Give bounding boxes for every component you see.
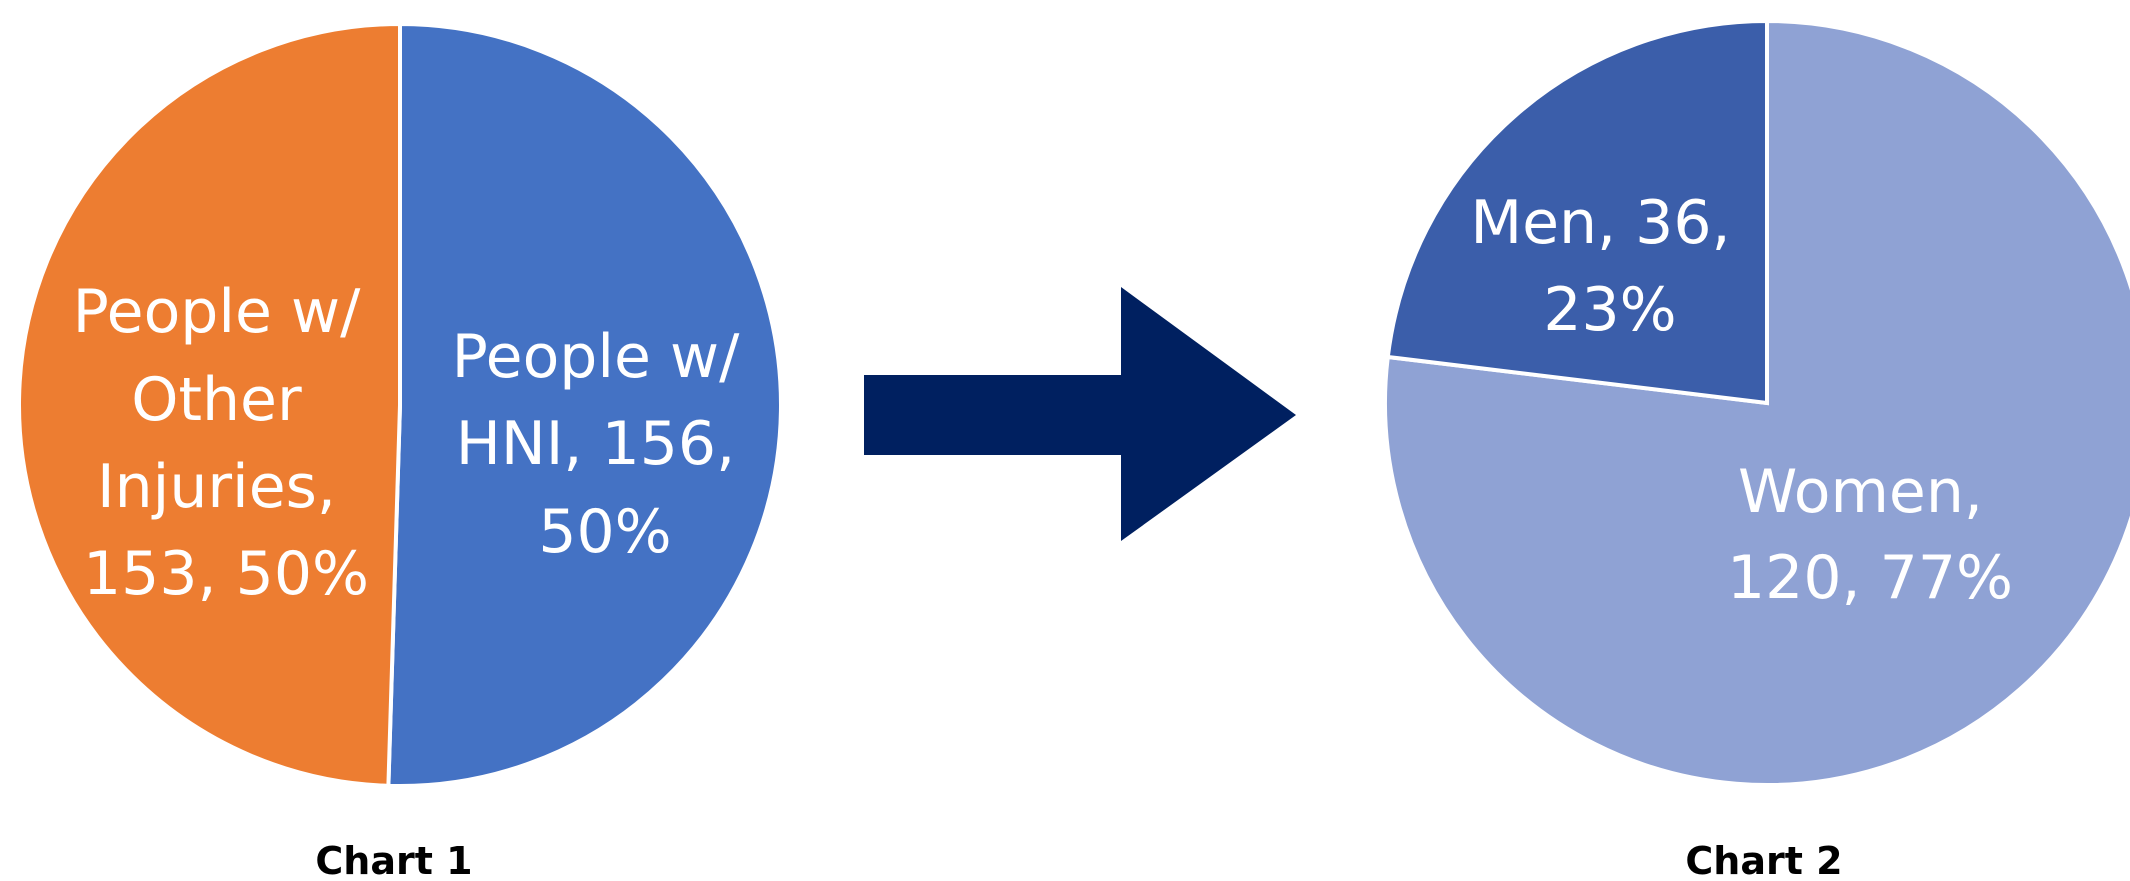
slice-label-hni: People w/ HNI, 156, 50% bbox=[452, 322, 759, 567]
slice-label-hni-line-2: HNI, 156, bbox=[456, 409, 735, 479]
slice-label-other-injuries: People w/ Other Injuries, 153, 50% bbox=[73, 277, 380, 609]
slice-label-other-line-3: Injuries, bbox=[97, 452, 336, 522]
pie-slice-hni bbox=[386, 21, 783, 788]
chart-1-caption: Chart 1 bbox=[315, 839, 472, 881]
pie-slice-men bbox=[1385, 18, 1769, 406]
slice-label-women: Women, 120, 77% bbox=[1727, 457, 2013, 613]
slice-label-hni-line-3: 50% bbox=[538, 497, 671, 567]
slice-label-hni-line-1: People w/ bbox=[452, 322, 740, 392]
slice-label-other-line-1: People w/ bbox=[73, 277, 361, 347]
chart-2: Men, 36, 23% Women, 120, 77% Chart 2 bbox=[1383, 18, 2130, 881]
chart-2-caption: Chart 2 bbox=[1685, 839, 1842, 881]
slice-label-other-line-4: 153, 50% bbox=[83, 539, 369, 609]
slice-label-men-line-2: 23% bbox=[1543, 275, 1676, 345]
slice-label-women-line-1: Women, bbox=[1738, 457, 1983, 527]
chart-1: People w/ HNI, 156, 50% People w/ Other … bbox=[17, 21, 783, 881]
slice-label-other-line-2: Other bbox=[131, 365, 302, 435]
pie-slice-other-injuries bbox=[17, 21, 402, 788]
slice-label-men-line-1: Men, 36, bbox=[1470, 188, 1730, 258]
slice-label-women-line-2: 120, 77% bbox=[1727, 543, 2013, 613]
right-arrow-icon bbox=[864, 287, 1296, 541]
slice-label-men: Men, 36, 23% bbox=[1470, 188, 1749, 345]
